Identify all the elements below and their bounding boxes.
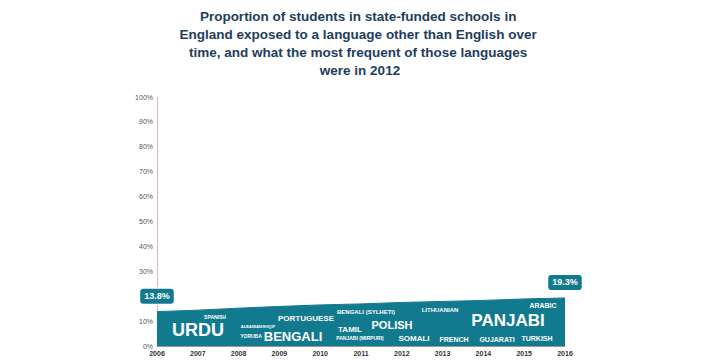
svg-text:90%: 90% [139,118,153,125]
svg-text:PANJABI (MIRPURI): PANJABI (MIRPURI) [336,335,384,341]
svg-text:2011: 2011 [353,350,368,357]
svg-text:2006: 2006 [149,350,165,357]
svg-text:SPANISH: SPANISH [204,314,226,320]
svg-text:TAMIL: TAMIL [338,325,362,334]
svg-text:13.8%: 13.8% [144,291,170,301]
svg-text:70%: 70% [139,168,153,175]
svg-text:2008: 2008 [231,350,247,357]
svg-text:2012: 2012 [394,350,410,357]
svg-text:GUJARATI: GUJARATI [479,336,514,343]
svg-text:2015: 2015 [516,350,532,357]
svg-text:60%: 60% [139,193,153,200]
svg-text:FRENCH: FRENCH [439,336,468,343]
svg-text:19.3%: 19.3% [552,277,578,287]
svg-text:80%: 80% [139,143,153,150]
svg-text:2007: 2007 [190,350,206,357]
svg-text:ALBANIAN/SHQIP: ALBANIAN/SHQIP [241,324,276,329]
svg-text:2016: 2016 [557,350,573,357]
svg-text:100%: 100% [135,94,153,101]
svg-text:2013: 2013 [435,350,451,357]
svg-text:TURKISH: TURKISH [521,335,552,342]
svg-text:England exposed to a language: England exposed to a language other than… [180,27,541,42]
svg-text:BENGALI (SYLHETI): BENGALI (SYLHETI) [337,309,395,315]
svg-text:POLISH: POLISH [372,319,413,331]
svg-text:Proportion of students in stat: Proportion of students in state-funded s… [200,9,520,24]
svg-text:URDU: URDU [172,320,224,340]
svg-text:YORUBA: YORUBA [240,333,262,339]
svg-text:2009: 2009 [272,350,288,357]
svg-text:time, and what the most freque: time, and what the most frequent of thos… [189,45,531,60]
svg-text:PORTUGUESE: PORTUGUESE [278,314,335,323]
svg-text:30%: 30% [139,268,153,275]
svg-text:LITHUANIAN: LITHUANIAN [422,307,459,313]
svg-text:were in 2012: were in 2012 [319,63,400,78]
svg-text:2014: 2014 [476,350,492,357]
svg-text:ARABIC: ARABIC [529,302,556,309]
svg-text:10%: 10% [139,318,153,325]
svg-text:50%: 50% [139,218,153,225]
svg-text:SOMALI: SOMALI [398,334,429,343]
svg-text:2010: 2010 [312,350,328,357]
svg-text:40%: 40% [139,243,153,250]
svg-text:BENGALI: BENGALI [264,329,323,344]
svg-text:PANJABI: PANJABI [471,311,544,330]
svg-text:0%: 0% [143,343,153,350]
